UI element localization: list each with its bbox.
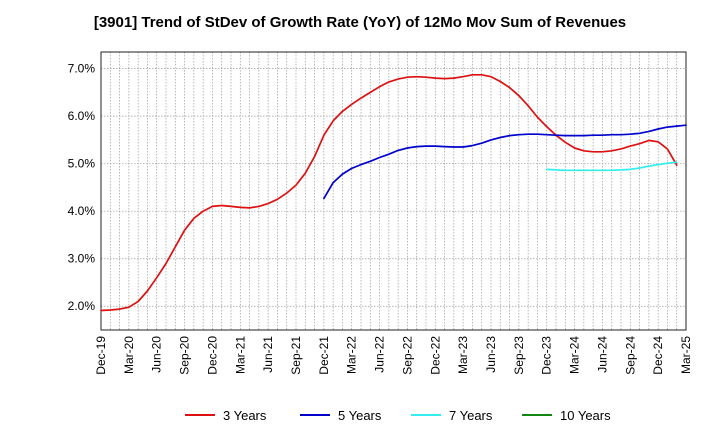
x-tick-label: Dec-22 — [428, 336, 442, 375]
legend-label-5-years: 5 Years — [338, 408, 382, 423]
y-tick-label: 3.0% — [68, 252, 96, 266]
plot-frame — [100, 51, 687, 331]
x-tick-label: Jun-23 — [484, 336, 498, 373]
x-tick-label: Mar-23 — [456, 336, 470, 374]
y-tick-label: 2.0% — [68, 299, 96, 313]
y-tick-label: 6.0% — [68, 109, 96, 123]
legend-label-7-years: 7 Years — [449, 408, 493, 423]
y-tick-label: 7.0% — [68, 62, 96, 76]
x-tick-label: Sep-21 — [289, 336, 303, 375]
legend-label-3-years: 3 Years — [223, 408, 267, 423]
x-tick-label: Sep-24 — [623, 336, 637, 375]
grid — [101, 52, 686, 330]
series-line-3-years — [100, 73, 678, 312]
x-tick-label: Jun-21 — [261, 336, 275, 373]
x-tick-label: Dec-23 — [540, 336, 554, 375]
x-tick-label: Mar-20 — [122, 336, 136, 374]
x-tick-label: Dec-20 — [205, 336, 219, 375]
x-tick-label: Sep-23 — [512, 336, 526, 375]
x-tick-label: Dec-24 — [651, 336, 665, 375]
x-tick-label: Jun-24 — [595, 336, 609, 373]
legend: 3 Years 5 Years 7 Years 10 Years — [185, 408, 611, 423]
x-tick-label: Sep-22 — [400, 336, 414, 375]
x-tick-label: Jun-22 — [373, 336, 387, 373]
series-lines — [100, 73, 687, 312]
x-tick-label: Sep-20 — [178, 336, 192, 375]
series-line-7-years — [545, 161, 678, 172]
x-tick-label: Mar-24 — [568, 336, 582, 374]
x-tick-label: Dec-21 — [317, 336, 331, 375]
x-tick-label: Mar-25 — [679, 336, 693, 374]
legend-label-10-years: 10 Years — [560, 408, 611, 423]
x-tick-label: Mar-21 — [233, 336, 247, 374]
x-tick-label: Jun-20 — [150, 336, 164, 373]
y-tick-label: 5.0% — [68, 157, 96, 171]
series-line-5-years — [323, 124, 687, 200]
x-tick-label: Dec-19 — [94, 336, 108, 375]
chart-title: [3901] Trend of StDev of Growth Rate (Yo… — [93, 14, 627, 31]
y-tick-label: 4.0% — [68, 204, 96, 218]
x-tick-label: Mar-22 — [345, 336, 359, 374]
axes: 2.0% 3.0% 4.0% 5.0% 6.0% 7.0% Dec-19 Mar-20 Jun-… — [68, 51, 693, 375]
